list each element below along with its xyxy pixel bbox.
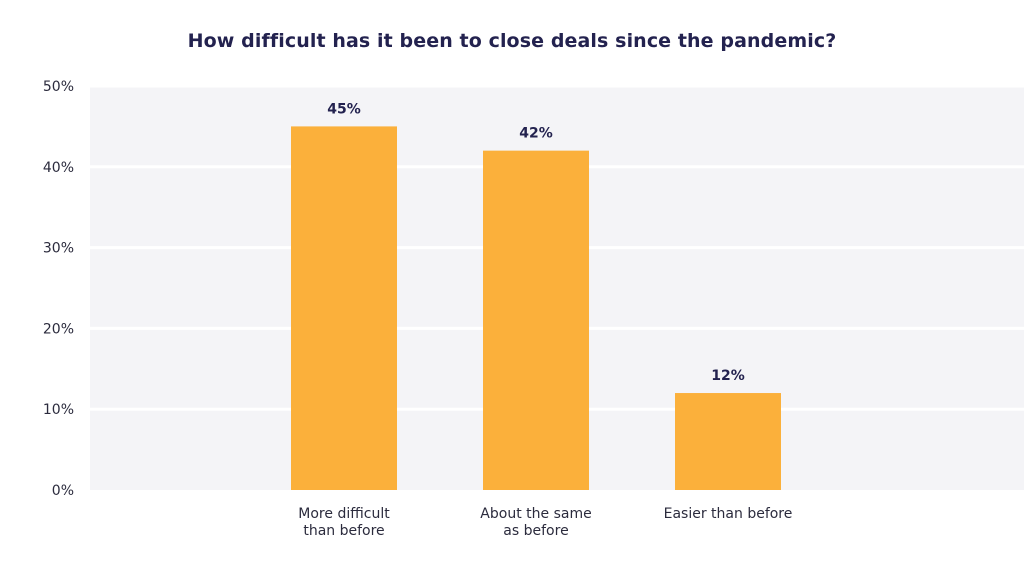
- data-labels: 45% 42% 12%: [327, 101, 745, 384]
- y-axis-ticks: 0% 10% 20% 30% 40% 50%: [43, 79, 74, 499]
- x-axis-ticks: More difficult than before About the same a…: [298, 506, 792, 539]
- bar: [483, 150, 589, 490]
- chart-title: How difficult has it been to close deals…: [187, 30, 837, 52]
- x-tick-label: More difficult than before: [298, 506, 390, 539]
- x-tick-label-line: About the same: [480, 506, 591, 522]
- y-tick-label: 10%: [43, 402, 74, 418]
- bar: [675, 393, 781, 490]
- x-tick-label-line: than before: [303, 523, 384, 539]
- data-label: 42%: [519, 126, 553, 142]
- x-tick-label-line: More difficult: [298, 506, 390, 522]
- x-tick-label: About the same as before: [480, 506, 591, 539]
- y-tick-label: 0%: [52, 483, 74, 499]
- bars: [291, 126, 781, 491]
- y-tick-label: 30%: [43, 241, 74, 257]
- x-tick-label: Easier than before: [664, 506, 793, 522]
- x-tick-label-line: as before: [503, 523, 568, 539]
- y-tick-label: 40%: [43, 160, 74, 176]
- y-tick-label: 50%: [43, 79, 74, 95]
- data-label: 45%: [327, 101, 361, 117]
- bar: [291, 126, 397, 491]
- data-label: 12%: [711, 368, 745, 384]
- y-tick-label: 20%: [43, 321, 74, 337]
- x-tick-label-line: Easier than before: [664, 506, 793, 522]
